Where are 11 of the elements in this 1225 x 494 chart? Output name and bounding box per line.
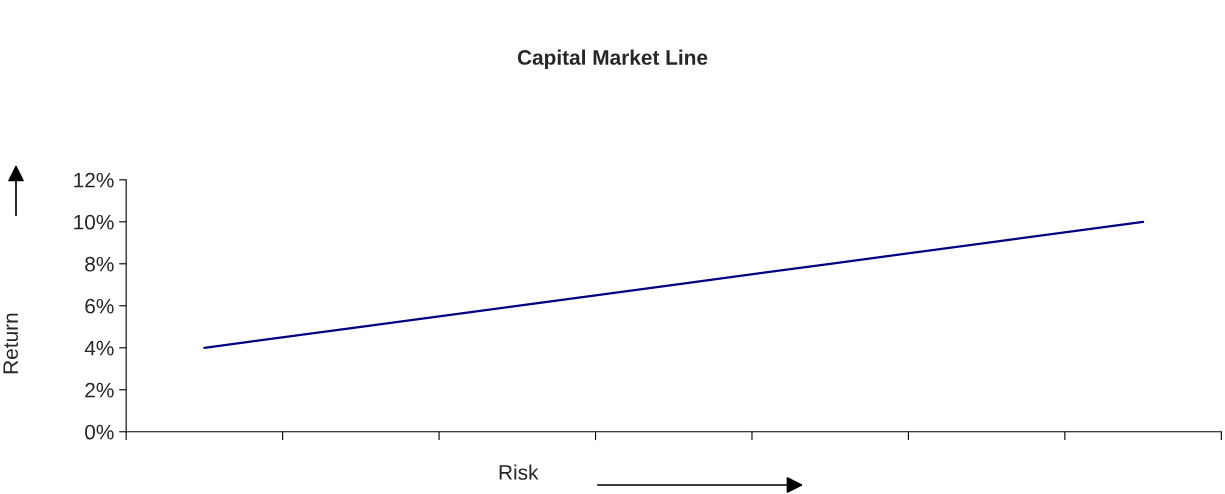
- x-axis-title: Risk: [499, 464, 539, 480]
- y-axis-title: Return: [3, 313, 19, 374]
- y-tick-label: 0%: [85, 424, 114, 440]
- y-tick-label: 6%: [85, 298, 114, 314]
- line-series: [203, 220, 1145, 349]
- y-tick-label: 4%: [84, 340, 114, 356]
- y-tick-label: 10%: [74, 214, 114, 230]
- chart-title: Capital Market Line: [517, 49, 708, 69]
- y-tick-label: 8%: [85, 256, 114, 272]
- y-tick-label: 2%: [85, 382, 114, 398]
- y-tick-label: 12%: [74, 172, 114, 188]
